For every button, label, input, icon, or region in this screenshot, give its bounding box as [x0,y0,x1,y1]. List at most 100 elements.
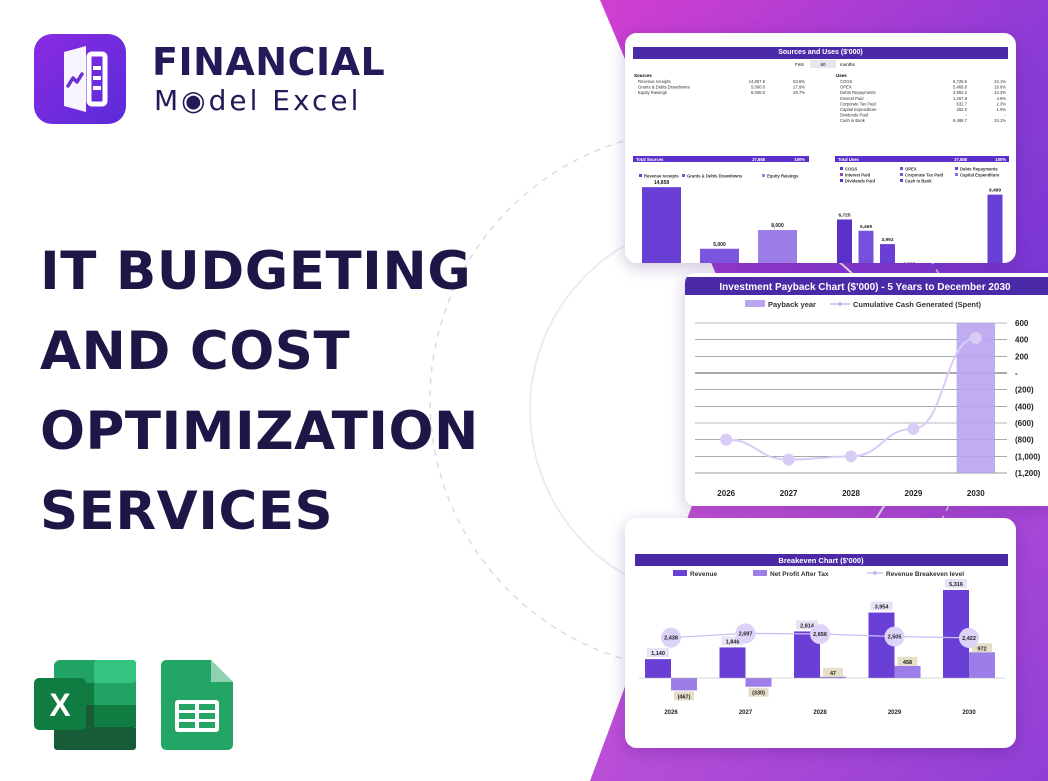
headline-line: SERVICES [40,481,334,542]
legend-label: Debts Repayments [960,167,998,172]
x-tick-label: 2026 [664,710,678,716]
sources-total-pct: 100% [794,157,805,162]
net-profit-label-box [823,667,843,677]
revenue-data-label: 1,140 [651,651,665,657]
uses-total-value: 27,858 [954,157,967,162]
uses-row-label: Debts Repayments [840,90,876,95]
sources-uses-table-and-charts: First 60 months Sources Uses Revenue rec… [633,60,1009,263]
sources-row-value: 14,857.6 [749,79,766,84]
uses-row-value: 282.0 [957,107,968,112]
y-tick-label: 400 [1015,336,1029,345]
revenue-data-label: 5,316 [949,582,963,588]
net-profit-bar [969,652,995,678]
y-tick-label: (400) [1015,402,1034,411]
legend-cumulative: Cumulative Cash Generated (Spent) [853,300,981,309]
y-tick-label: (1,200) [1015,469,1041,478]
uses-row-label: Capital Expenditure [840,107,877,112]
payback-year-bar [956,323,995,473]
brand-subtitle: M◉del Excel [154,84,362,117]
net-profit-bar [671,678,697,691]
sources-row-pct: 53.5% [793,79,805,84]
sources-header: Sources [634,73,652,78]
net-profit-bar [894,665,921,678]
net-profit-data-label: (330) [752,691,765,697]
legend-swatch [900,179,903,182]
payback-chart-card: Investment Payback Chart ($'000) - 5 Yea… [685,273,1048,506]
uses-row-pct: 19.6% [994,85,1006,90]
bar [642,187,681,263]
x-tick-label: 2028 [813,710,827,716]
page-headline: IT BUDGETING AND COST OPTIMIZATION SERVI… [40,232,500,552]
x-tick-label: 2027 [739,710,753,716]
x-tick-label: 2028 [842,489,860,498]
headline-line: IT BUDGETING [40,241,472,302]
legend-swatch-revenue [673,570,687,576]
cumulative-cash-line [726,337,976,461]
revenue-label-box [945,579,967,588]
revenue-label-box [870,601,893,611]
breakeven-point [959,627,979,648]
data-label: 6,725 [838,212,850,218]
bar [700,248,739,263]
y-tick-label: (800) [1015,436,1034,445]
cumulative-cash-point [845,450,857,463]
cumulative-cash-point [907,422,920,435]
legend-label: Revenue receipts [644,174,679,179]
y-tick-label: (1,000) [1015,452,1041,461]
net-profit-label-box [674,691,694,701]
x-tick-label: 2026 [717,489,735,498]
first-value-cell [810,60,836,68]
revenue-bar [719,647,746,678]
payback-chart: Investment Payback Chart ($'000) - 5 Yea… [685,277,1048,498]
net-profit-label-box [972,643,992,653]
sources-row-pct: 28.7% [793,90,805,95]
legend-swatch [955,173,958,176]
svg-text:X: X [49,687,71,723]
legend-revenue: Revenue [690,571,717,578]
first-value: 60 [820,62,826,67]
breakeven-chart-card: Breakeven Chart ($'000) Revenue Net Prof… [625,518,1016,748]
y-tick-label: 200 [1015,352,1029,361]
uses-total-label: Total Uses [838,157,860,162]
sources-row-label: Grants & Debts Drawdowns [638,85,690,90]
y-tick-label: (200) [1015,386,1034,395]
net-profit-data-label: 458 [903,660,912,666]
legend-breakeven: Revenue Breakeven level [886,571,964,578]
uses-row-pct: - [1005,113,1007,118]
y-tick-label: - [1015,369,1018,378]
revenue-label-box [721,636,744,646]
uses-header: Uses [836,73,847,78]
net-profit-data-label: 972 [977,646,986,652]
y-tick-label: 600 [1015,319,1029,328]
payback-title: Investment Payback Chart ($'000) - 5 Yea… [719,282,1011,293]
uses-row-value: - [966,113,968,118]
sources-row-value: 8,000.0 [751,90,766,95]
net-profit-data-label: (467) [678,694,691,700]
data-label: 14,858 [654,180,670,186]
net-profit-bar [820,676,846,679]
revenue-data-label: 3,954 [875,605,890,611]
legend-marker-breakeven [873,571,877,575]
revenue-label-box [796,620,818,630]
uses-total-pct: 100% [995,157,1006,162]
sources-total-row [633,156,809,162]
uses-row-pct: 1.0% [996,107,1006,112]
legend-label: Dividends Paid [845,179,875,184]
x-tick-label: 2030 [967,489,985,498]
revenue-data-label: 2,814 [800,623,815,629]
net-profit-label-box [897,656,918,666]
headline-line: AND COST [40,321,351,382]
legend-swatch-payback-year [745,300,765,307]
uses-row-pct: 14.3% [994,90,1006,95]
sources-row-label: Revenue receipts [638,79,671,84]
legend-swatch [762,174,765,177]
bar [987,194,1003,263]
uses-row-value: 3,992.2 [953,90,968,95]
revenue-label-box [647,648,669,658]
breakeven-data-label: 2,656 [813,632,827,638]
uses-row-value: 6,725.5 [953,79,968,84]
uses-row-label: Interest Paid [840,96,864,101]
legend-marker-cumulative [838,302,842,306]
uses-row-pct: 24.1% [994,79,1006,84]
uses-total-row [835,156,1009,162]
